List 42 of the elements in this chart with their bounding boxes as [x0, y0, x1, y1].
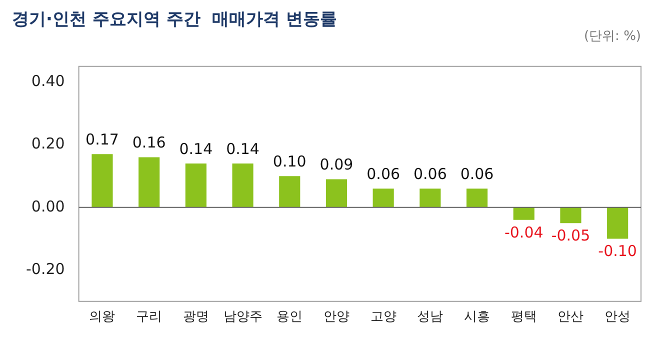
x-tick-label: 고양	[370, 310, 396, 325]
data-label: 0.14	[179, 140, 213, 158]
y-tick-label: 0.20	[31, 134, 65, 153]
bar	[372, 188, 394, 208]
x-tick-label: 광명	[182, 310, 209, 325]
bar	[607, 207, 628, 239]
y-tick-label: 0.00	[31, 197, 65, 216]
bar	[138, 157, 160, 208]
bar	[326, 179, 348, 208]
data-label: 0.14	[226, 140, 260, 158]
x-tick-label: 남양주	[223, 310, 262, 325]
data-label: 0.06	[366, 164, 400, 183]
x-tick-label: 의왕	[89, 310, 116, 325]
bar	[420, 188, 441, 208]
x-tick-label: 안양	[323, 310, 350, 325]
bar	[232, 164, 254, 208]
x-tick-label: 용인	[276, 310, 303, 325]
data-label: 0.16	[132, 134, 166, 152]
x-tick-label: 구리	[136, 310, 162, 325]
x-tick-label: 성남	[417, 310, 444, 325]
bar	[466, 188, 488, 208]
x-tick-label: 안산	[558, 310, 584, 325]
bar	[92, 154, 113, 208]
data-label: 0.17	[86, 130, 119, 149]
text: (단위: %)	[584, 28, 641, 44]
x-tick-label: 안성	[604, 310, 631, 325]
data-label: -0.04	[504, 223, 544, 242]
bar	[279, 176, 300, 208]
x-tick-label: 시흥	[464, 310, 490, 325]
data-label: -0.10	[598, 242, 637, 260]
data-label: -0.05	[551, 226, 590, 244]
y-tick-label: 0.40	[31, 72, 65, 90]
data-label: 0.06	[413, 164, 447, 183]
bar	[560, 207, 582, 224]
data-label: 0.09	[320, 156, 354, 174]
bar	[513, 207, 534, 220]
bar	[185, 164, 206, 208]
y-tick-label: -0.20	[26, 260, 65, 278]
chart-title: 경기·인천 주요지역 주간 매매가격 변동률	[12, 10, 338, 30]
x-tick-label: 평택	[510, 310, 537, 325]
data-label: 0.06	[460, 164, 494, 183]
data-label: 0.10	[272, 152, 306, 170]
